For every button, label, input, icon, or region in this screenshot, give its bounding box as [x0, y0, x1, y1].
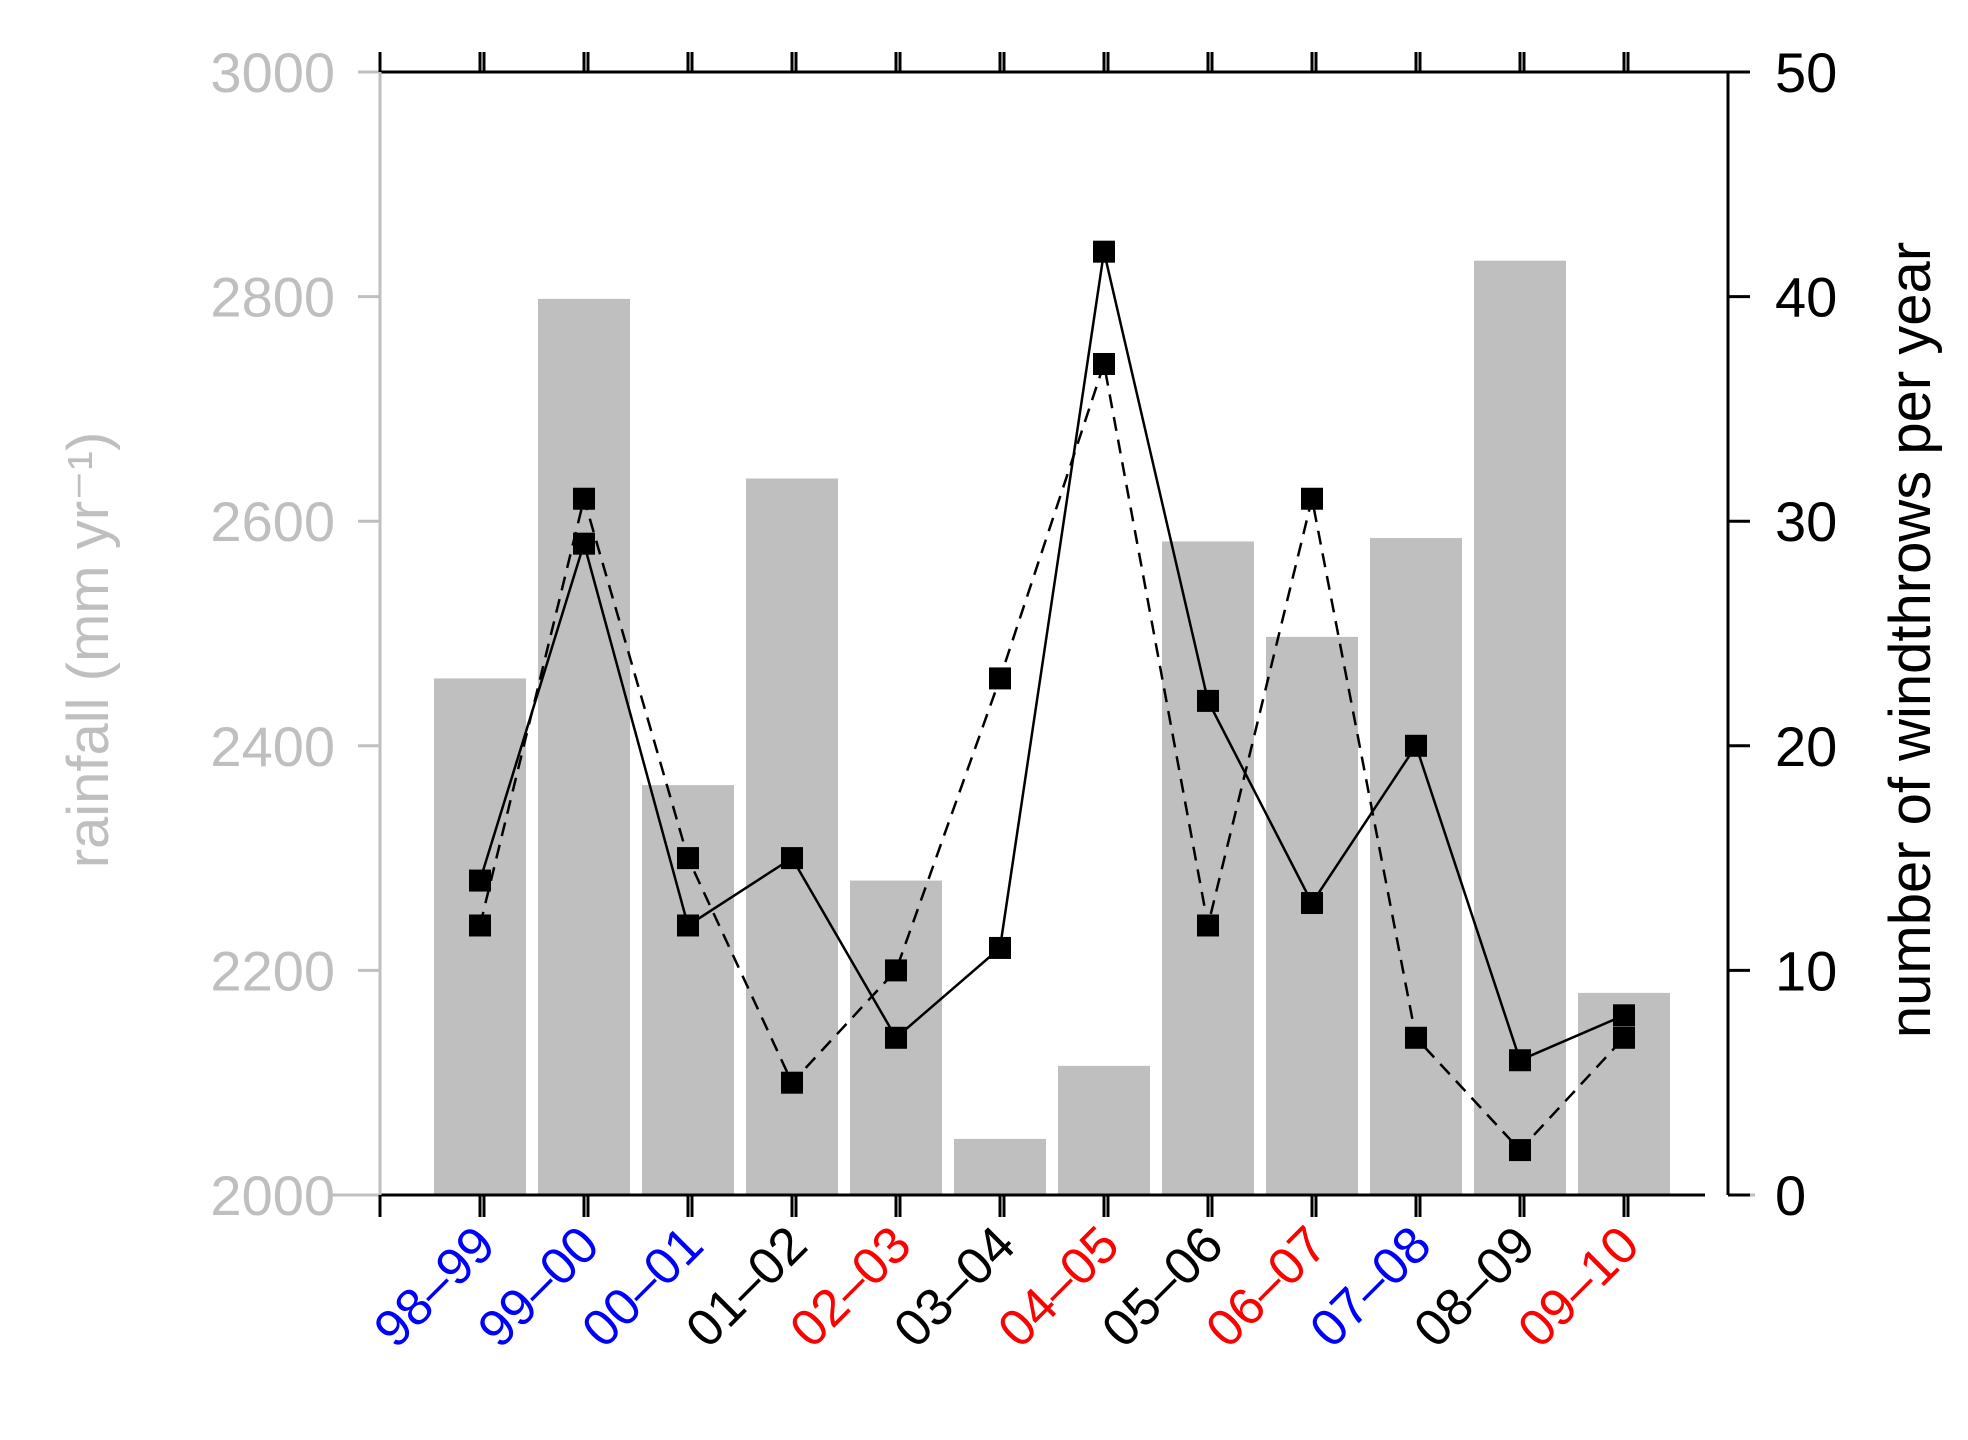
x-tick-label: 08–09 [1403, 1215, 1546, 1358]
windthrow-marker [989, 667, 1011, 690]
left-tick-label: 2000 [210, 1164, 335, 1227]
rainfall-bar [538, 298, 630, 1195]
x-tick-label: 09–10 [1507, 1215, 1650, 1358]
right-axis-label: number of windthrows per year [1878, 242, 1943, 1038]
left-tick-label: 2600 [210, 490, 335, 553]
left-axis-label-main: rainfall (mm yr⁻¹) [56, 432, 121, 869]
windthrow-marker [781, 847, 803, 870]
x-tick-label: 01–02 [675, 1215, 818, 1358]
windthrow-marker [677, 847, 699, 870]
x-tick-label: 98–99 [363, 1215, 506, 1358]
plot-frame [330, 70, 1755, 1197]
left-axis-ticks: 2000 2200 2400 2600 2800 3000 [210, 41, 380, 1227]
rainfall-bar [1058, 1065, 1150, 1195]
windthrow-marker [1093, 240, 1115, 263]
windthrow-marker [885, 1026, 907, 1049]
right-tick-label: 10 [1775, 939, 1837, 1002]
windthrow-marker [1301, 487, 1323, 510]
windthrow-line-dashed [478, 363, 1625, 1152]
windthrow-marker [781, 1071, 803, 1094]
left-tick-label: 3000 [210, 41, 335, 104]
x-tick-label: 99–00 [467, 1215, 610, 1358]
windthrow-marker [1509, 1139, 1531, 1162]
x-tick-label: 00–01 [571, 1215, 714, 1358]
right-tick-label: 20 [1775, 715, 1837, 778]
x-tick-label: 05–06 [1091, 1215, 1234, 1358]
rainfall-bar [1474, 260, 1566, 1195]
windthrow-marker [989, 936, 1011, 959]
left-axis-label: rainfall (mm yr⁻¹) [56, 432, 121, 869]
windthrow-marker [1197, 914, 1219, 937]
rainfall-bar [642, 785, 734, 1195]
windthrow-marker [885, 959, 907, 982]
left-tick-label: 2200 [210, 939, 335, 1002]
windthrow-marker [1197, 689, 1219, 712]
windthrow-marker [1613, 1026, 1635, 1049]
windthrow-marker [1301, 892, 1323, 915]
rainfall-bar [1370, 538, 1462, 1195]
rainfall-bars [434, 260, 1670, 1195]
windthrow-marker [573, 487, 595, 510]
windthrow-marker [1509, 1049, 1531, 1072]
rainfall-bar [1578, 992, 1670, 1195]
rainfall-bar [1266, 636, 1358, 1195]
rainfall-bar [434, 678, 526, 1195]
windthrow-marker [1613, 1004, 1635, 1027]
right-tick-label: 50 [1775, 41, 1837, 104]
windthrow-marker [1093, 352, 1115, 375]
right-tick-label: 40 [1775, 266, 1837, 329]
right-axis-ticks: 0 10 20 30 40 50 [1728, 41, 1837, 1227]
right-tick-label: 30 [1775, 490, 1837, 553]
windthrow-line-solid [478, 251, 1625, 1062]
x-tick-label: 03–04 [883, 1215, 1026, 1358]
windthrow-marker [469, 914, 491, 937]
windthrow-lines [469, 240, 1635, 1162]
windthrow-marker [1405, 1026, 1427, 1049]
x-tick-label: 07–08 [1299, 1215, 1442, 1358]
left-tick-label: 2400 [210, 715, 335, 778]
windthrow-marker [469, 869, 491, 892]
windthrow-marker [677, 914, 699, 937]
rainfall-bar [1162, 541, 1254, 1195]
x-tick-label: 06–07 [1195, 1215, 1338, 1358]
right-tick-label: 0 [1775, 1164, 1806, 1227]
windthrow-marker [573, 532, 595, 555]
rainfall-bar [954, 1138, 1046, 1195]
left-tick-label: 2800 [210, 266, 335, 329]
x-tick-label: 02–03 [779, 1215, 922, 1358]
windthrow-marker [1405, 734, 1427, 757]
x-tick-label: 04–05 [987, 1215, 1130, 1358]
